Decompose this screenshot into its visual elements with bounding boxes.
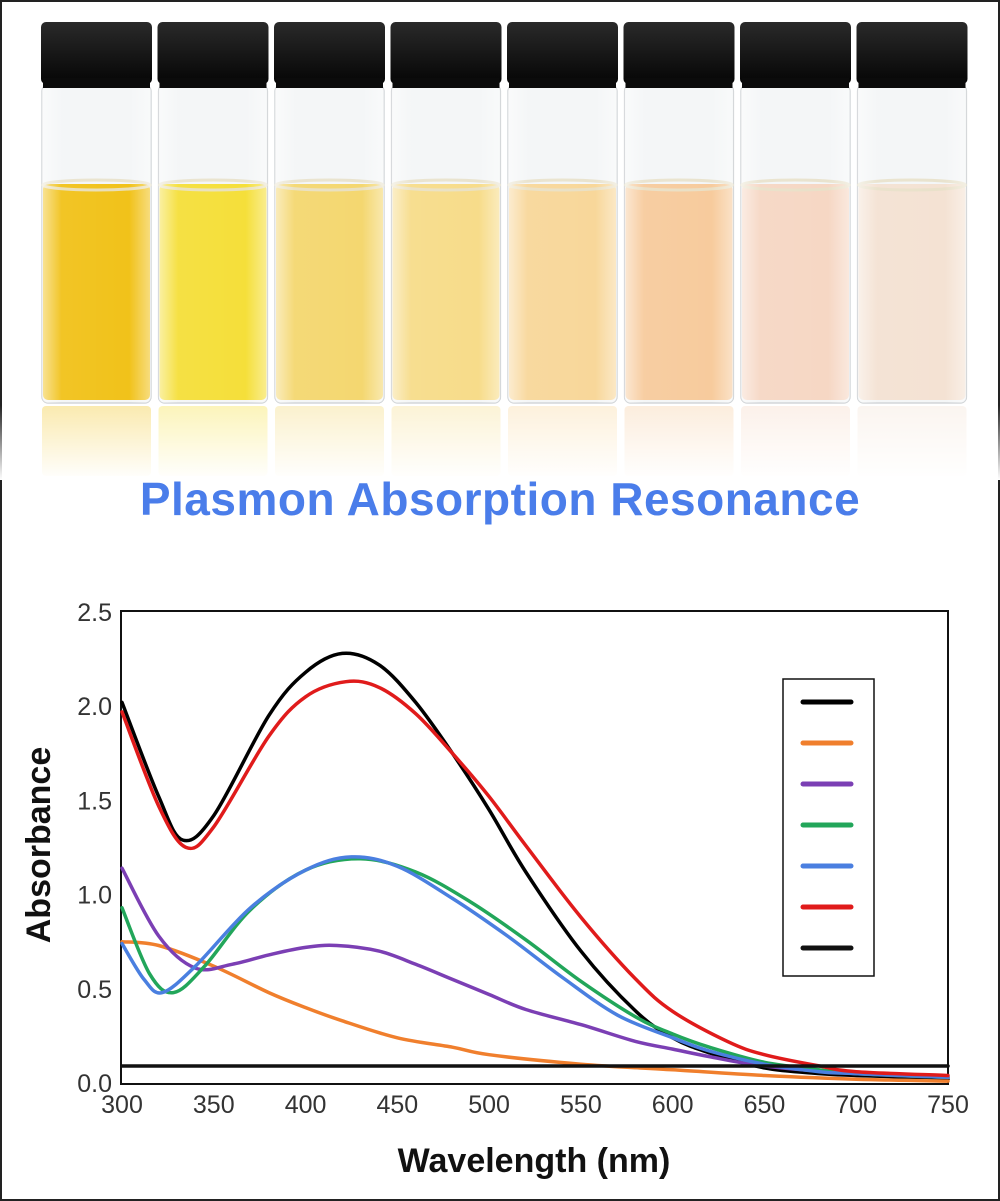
vial-cap	[41, 22, 152, 84]
y-axis-label: Absorbance	[20, 747, 58, 944]
series-line-2	[120, 939, 950, 1083]
x-tick-label: 700	[835, 1091, 877, 1119]
vial-cap	[274, 22, 385, 84]
vial-cap	[740, 22, 851, 84]
x-axis-label: Wavelength (nm)	[398, 1142, 671, 1180]
series-line-4	[120, 857, 950, 1080]
y-tick-label: 2.0	[77, 693, 112, 721]
y-tick-label: 1.0	[77, 882, 112, 910]
vial-4	[390, 22, 502, 476]
x-tick-label: 750	[927, 1091, 969, 1119]
vial-cap	[623, 22, 735, 84]
vial-5	[507, 22, 618, 476]
x-tick-label: 350	[193, 1091, 235, 1119]
x-tick-label: 450	[376, 1091, 418, 1119]
x-tick-label: 300	[101, 1091, 143, 1119]
y-tick-label: 2.5	[77, 599, 112, 627]
absorbance-chart: 0.0 0.5 1.0 1.5 2.0 2.5 300 350 400 450 500 550 600…	[20, 599, 969, 1180]
vial-cap	[856, 22, 968, 84]
series-line-3	[120, 866, 950, 1080]
x-tick-label: 550	[560, 1091, 602, 1119]
series-line-1	[120, 651, 950, 1081]
x-tick-label: 500	[468, 1091, 510, 1119]
vials-photo	[0, 22, 1000, 480]
x-tick-label: 650	[744, 1091, 786, 1119]
legend-box	[782, 678, 875, 977]
vial-cap	[507, 22, 618, 84]
vial-cap	[157, 22, 269, 84]
plasmon-headline: Plasmon Absorption Resonance	[139, 473, 861, 525]
vial-cap	[390, 22, 502, 84]
y-tick-label: 0.5	[77, 976, 112, 1004]
vial-3	[274, 22, 385, 476]
series-line-6	[120, 679, 950, 1078]
x-tick-label: 600	[652, 1091, 694, 1119]
y-tick-label: 1.5	[77, 787, 112, 815]
x-tick-label: 400	[285, 1091, 327, 1119]
y-tick-label: 0.0	[77, 1070, 112, 1098]
